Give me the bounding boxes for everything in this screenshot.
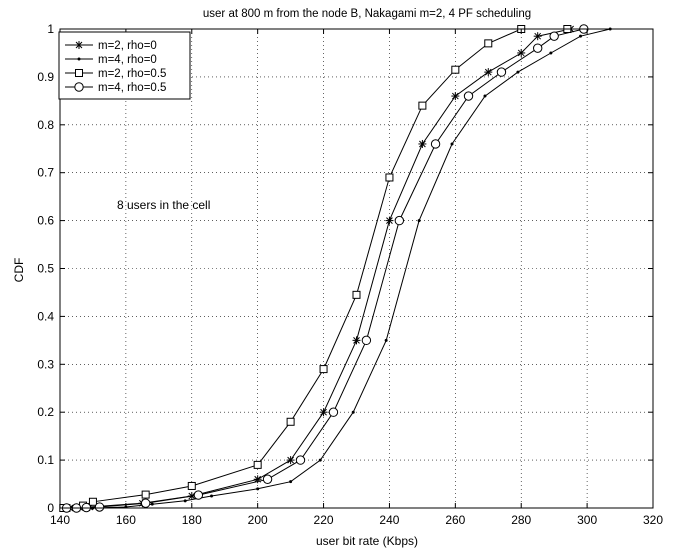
x-tick-label: 280	[511, 513, 531, 527]
data-point	[451, 92, 460, 101]
legend-label: m=4, rho=0.5	[98, 82, 166, 94]
data-point	[140, 498, 151, 508]
data-point	[289, 480, 293, 484]
y-tick-label: 0.1	[37, 453, 54, 467]
data-point	[187, 481, 196, 490]
axis-ticks	[59, 28, 654, 509]
data-point	[549, 31, 559, 41]
y-tick-label: 0.3	[37, 357, 54, 371]
legend-item: m=2, rho=0.5	[65, 68, 166, 80]
data-point	[328, 407, 339, 417]
data-point	[484, 39, 493, 48]
annotation-users-in-cell: 8 users in the cell	[117, 198, 210, 212]
data-point	[286, 456, 295, 465]
legend-marker	[75, 69, 83, 77]
data-point	[94, 502, 105, 512]
chart-title: user at 800 m from the node B, Nakagami …	[203, 8, 531, 20]
data-point	[361, 335, 372, 346]
legend-item: m=4, rho=0	[65, 54, 157, 66]
data-point	[430, 139, 441, 149]
data-point	[549, 51, 553, 55]
data-point	[183, 499, 187, 503]
data-point	[256, 487, 260, 491]
y-tick-label: 0.5	[37, 262, 54, 276]
legend-label: m=2, rho=0.5	[98, 68, 166, 80]
legend-label: m=4, rho=0	[98, 54, 157, 66]
grid	[60, 29, 653, 508]
x-tick-label: 320	[643, 513, 663, 527]
data-point	[193, 490, 204, 500]
data-point	[295, 455, 306, 465]
legend-marker	[74, 82, 84, 92]
y-tick-label: 0.7	[37, 166, 54, 180]
data-point	[141, 490, 150, 499]
data-point	[319, 365, 328, 374]
legend-marker	[77, 57, 81, 61]
data-point	[253, 475, 262, 484]
data-point	[418, 101, 427, 110]
y-tick-label: 0.9	[37, 70, 54, 84]
data-point	[352, 336, 361, 345]
data-point	[496, 67, 507, 77]
y-axis-label: CDF	[12, 258, 26, 283]
data-point	[88, 497, 97, 506]
x-axis-label: user bit rate (Kbps)	[316, 534, 418, 548]
data-point	[318, 458, 322, 462]
data-point	[450, 142, 454, 146]
data-point	[417, 219, 421, 223]
legend: m=2, rho=0 m=4, rho=0 m=2, rho=0.5 m=4, rho…	[58, 31, 191, 100]
y-tick-label: 0	[47, 501, 54, 515]
legend-label: m=2, rho=0	[98, 40, 157, 52]
data-point	[484, 68, 493, 77]
data-point	[516, 70, 520, 74]
data-point	[394, 215, 405, 226]
x-tick-label: 180	[182, 513, 202, 527]
data-point	[253, 460, 262, 469]
series-line	[69, 28, 571, 509]
data-point	[351, 410, 355, 414]
data-point	[262, 474, 273, 484]
tick-labels: 140 160 180 200 220 240 260 280 300 320 0 0.1 0.2 0.3…	[37, 22, 663, 527]
data-point	[319, 408, 328, 417]
data-point	[463, 91, 474, 101]
data-point	[352, 290, 361, 299]
series-4	[61, 24, 589, 513]
x-tick-label: 240	[379, 513, 399, 527]
data-point	[532, 43, 543, 53]
data-point	[451, 65, 460, 74]
x-tick-label: 260	[445, 513, 465, 527]
data-point	[483, 94, 487, 98]
data-point	[385, 173, 394, 182]
data-point	[418, 139, 427, 148]
data-point	[579, 34, 583, 38]
y-tick-label: 0.2	[37, 405, 54, 419]
data-point	[286, 417, 295, 426]
x-tick-label: 140	[50, 513, 70, 527]
legend-item: m=2, rho=0	[65, 40, 157, 52]
data-point	[150, 502, 154, 506]
y-tick-label: 1	[47, 22, 54, 36]
x-tick-label: 300	[577, 513, 597, 527]
y-tick-label: 0.8	[37, 118, 54, 132]
data-point	[533, 32, 542, 41]
y-tick-label: 0.6	[37, 214, 54, 228]
x-tick-label: 160	[116, 513, 136, 527]
legend-item: m=4, rho=0.5	[65, 82, 166, 94]
x-tick-label: 200	[248, 513, 268, 527]
y-tick-label: 0.4	[37, 309, 54, 323]
data-point	[517, 48, 526, 57]
data-point	[384, 338, 388, 342]
data-point	[210, 494, 214, 498]
x-tick-label: 220	[314, 513, 334, 527]
data-point	[385, 216, 394, 225]
legend-marker	[75, 41, 83, 49]
